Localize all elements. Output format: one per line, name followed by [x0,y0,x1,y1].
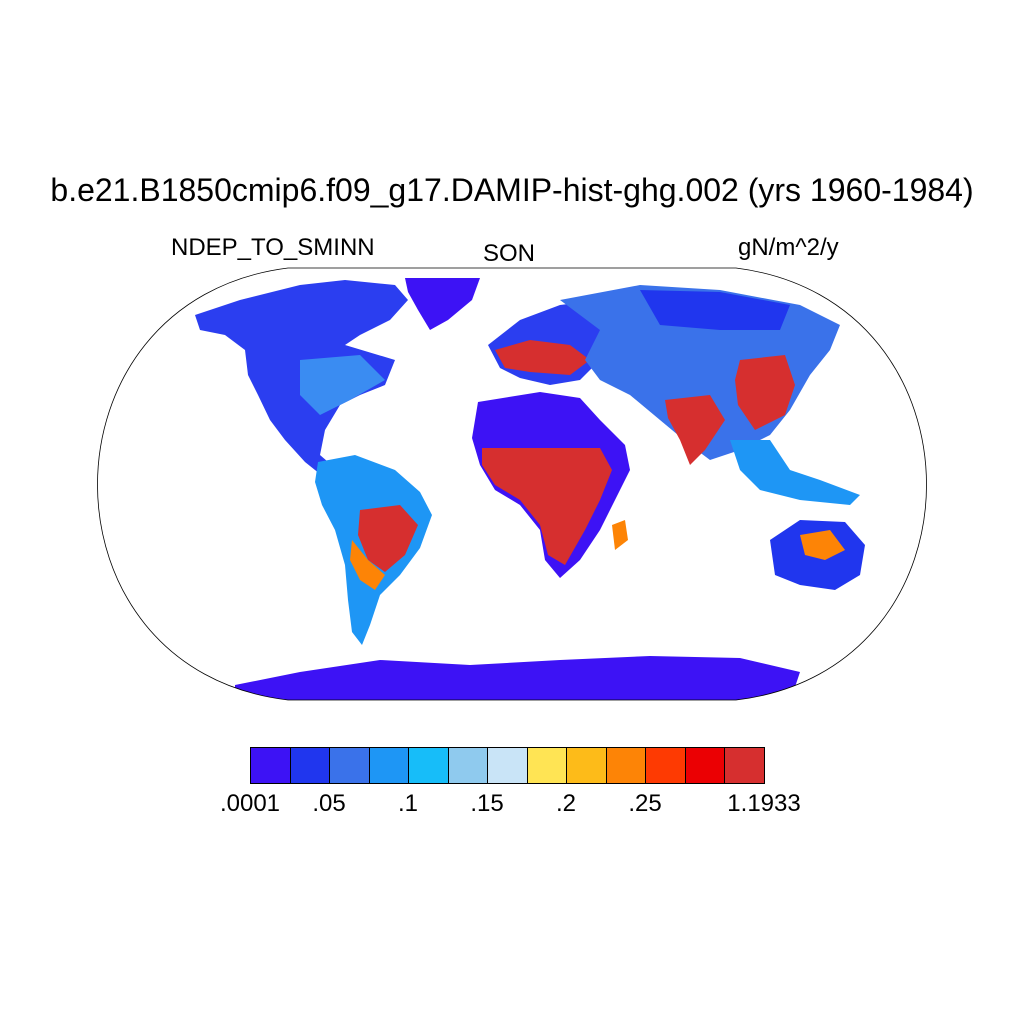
colorbar-tick-label: .25 [628,790,662,817]
greenland-land [405,278,480,330]
plot-title: b.e21.B1850cmip6.f09_g17.DAMIP-hist-ghg.… [50,172,974,208]
colorbar-swatch [685,748,726,783]
north-america-east-light [300,355,385,415]
madagascar-land [612,520,628,550]
colorbar-swatch [369,748,410,783]
colorbar-swatch [448,748,489,783]
antarctica-land [235,656,800,700]
colorbar-swatch [527,748,568,783]
colorbar-swatch [488,748,528,783]
australia-center [800,530,845,560]
colorbar-tick-label: .05 [312,790,346,817]
china-red [735,355,795,430]
colorbar-tick-label: .15 [470,790,504,817]
colorbar-swatch [251,748,291,783]
africa-red [482,448,612,565]
colorbar-swatch [567,748,607,783]
variable-label: NDEP_TO_SMINN [171,234,375,261]
colorbar-swatch [409,748,449,783]
colorbar-tick-label: .1 [397,790,419,817]
colorbar-tick-label: 1.1933 [727,790,801,817]
colorbar-swatch [290,748,331,783]
south-america-orange [350,540,385,590]
europe-red [495,340,590,375]
units-label: gN/m^2/y [738,234,839,261]
season-label: SON [483,240,536,267]
colorbar [250,747,765,784]
colorbar-tick-label: .2 [555,790,577,817]
india-red [665,395,725,465]
colorbar-swatch [646,748,686,783]
south-america-red [358,505,418,572]
colorbar-swatch [725,748,764,783]
asia-north-dark [640,290,790,330]
southeast-asia-land [730,440,860,505]
colorbar-tick-label: .0001 [219,790,281,817]
colorbar-swatch [330,748,370,783]
colorbar-swatch [606,748,647,783]
globe-outline [97,267,927,701]
